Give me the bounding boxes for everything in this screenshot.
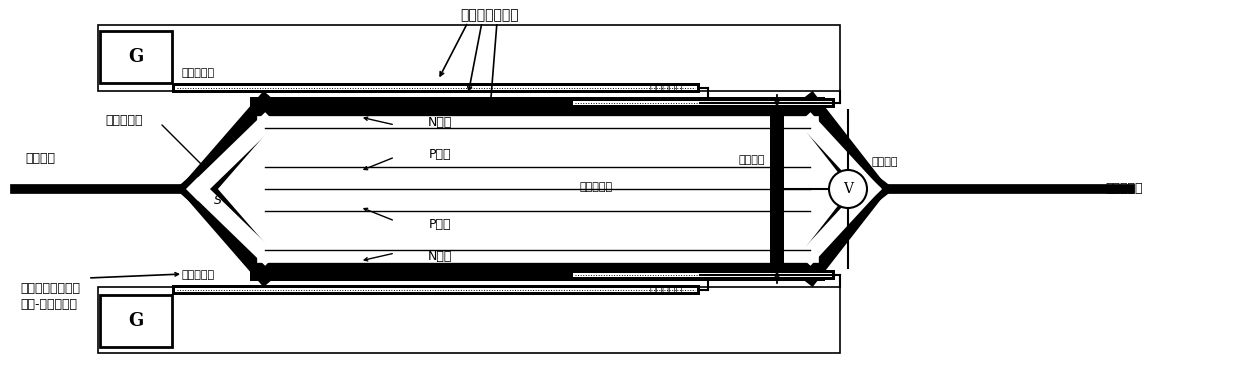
Bar <box>770 107 784 271</box>
Text: 马赫-曾德干涉仪: 马赫-曾德干涉仪 <box>20 299 77 311</box>
Bar <box>684 269 701 270</box>
Text: N掺杂: N掺杂 <box>428 249 453 262</box>
Bar <box>172 83 701 93</box>
Text: 第一层金属: 第一层金属 <box>105 113 143 127</box>
Text: G: G <box>129 312 144 330</box>
Text: V: V <box>843 182 853 196</box>
Text: N掺杂: N掺杂 <box>428 116 453 129</box>
Bar <box>175 86 697 90</box>
Text: 光信号输出: 光信号输出 <box>1105 183 1142 195</box>
Text: 电容耦合式电极: 电容耦合式电极 <box>461 8 520 22</box>
Bar <box>172 285 701 295</box>
Bar <box>98 25 839 91</box>
Bar <box>570 270 835 280</box>
Text: P掺杂: P掺杂 <box>429 217 451 231</box>
Text: 第二层金属: 第二层金属 <box>650 285 683 295</box>
Text: 基于硫基微纳波导: 基于硫基微纳波导 <box>20 282 81 294</box>
Text: G: G <box>129 48 144 66</box>
Text: 第二层金属: 第二层金属 <box>580 182 613 192</box>
Bar <box>98 287 839 353</box>
Bar <box>175 288 697 292</box>
Text: 第一层金属: 第一层金属 <box>182 68 215 78</box>
Text: 端接电阵: 端接电阵 <box>739 155 765 165</box>
Text: 第一层金属: 第一层金属 <box>182 270 215 280</box>
Text: 激光输入: 激光输入 <box>25 152 55 164</box>
Text: 偏置电压: 偏置电压 <box>872 157 899 167</box>
Bar <box>573 273 832 277</box>
Text: P掺杂: P掺杂 <box>429 147 451 161</box>
Bar <box>100 295 172 347</box>
Bar <box>570 98 835 108</box>
Bar <box>684 108 701 109</box>
Bar <box>573 101 832 105</box>
Bar <box>100 31 172 83</box>
Text: 第二层金属: 第二层金属 <box>650 83 683 93</box>
Circle shape <box>830 170 867 208</box>
Text: S: S <box>215 195 222 208</box>
